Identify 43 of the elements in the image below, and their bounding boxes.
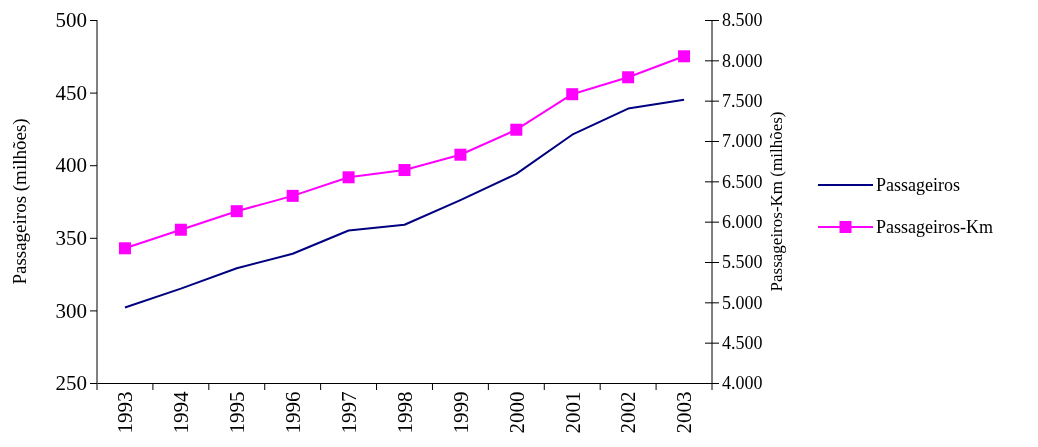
x-tick-label: 1998 [392, 391, 417, 434]
x-tick-label: 2002 [616, 391, 641, 434]
y2-tick-label: 8.000 [722, 50, 763, 71]
x-tick-label: 1997 [336, 391, 361, 434]
y2-tick-label: 6.500 [722, 171, 763, 192]
point [454, 148, 467, 161]
y2-tick-label: 5.500 [722, 252, 763, 273]
x-tick-label: 2000 [504, 391, 529, 434]
point [342, 171, 355, 184]
y-tick-label: 450 [55, 80, 87, 105]
point [286, 189, 299, 202]
y-tick-label: 500 [55, 8, 87, 33]
y2-tick-label: 5.000 [722, 292, 763, 313]
point [566, 88, 579, 101]
point [510, 123, 523, 136]
y2-tick-label: 4.000 [722, 373, 763, 394]
x-tick-label: 1999 [448, 391, 473, 434]
y-tick-label: 400 [55, 153, 87, 178]
y-tick-label: 350 [55, 226, 87, 251]
y-tick-label: 300 [55, 298, 87, 323]
y-tick-label: 250 [55, 371, 87, 396]
point [398, 164, 411, 177]
line-series [123, 98, 686, 309]
point [622, 71, 635, 84]
y2-tick-label: 7.000 [722, 131, 763, 152]
x-tick-label: 1996 [281, 391, 306, 434]
x-tick-label: 2001 [560, 391, 585, 434]
x-tick-label: 2003 [672, 391, 697, 434]
point [678, 50, 691, 63]
y2-tick-label: 7.500 [722, 90, 763, 111]
y2-axis-title: Passageiros-Km (milhões) [767, 111, 786, 292]
point [174, 223, 187, 236]
point [230, 205, 243, 218]
x-tick-label: 1995 [225, 391, 250, 434]
y2-tick-label: 6.000 [722, 211, 763, 232]
y-axis-title: Passageiros (milhões) [9, 118, 31, 285]
point [118, 242, 131, 255]
x-tick-label: 1994 [169, 390, 194, 434]
x-tick-label: 1993 [113, 391, 138, 434]
legend-label: Passageiros [876, 175, 960, 196]
legend-label: Passageiros-Km [876, 217, 993, 238]
y2-tick-label: 8.500 [722, 10, 763, 31]
y2-tick-label: 4.500 [722, 332, 763, 353]
